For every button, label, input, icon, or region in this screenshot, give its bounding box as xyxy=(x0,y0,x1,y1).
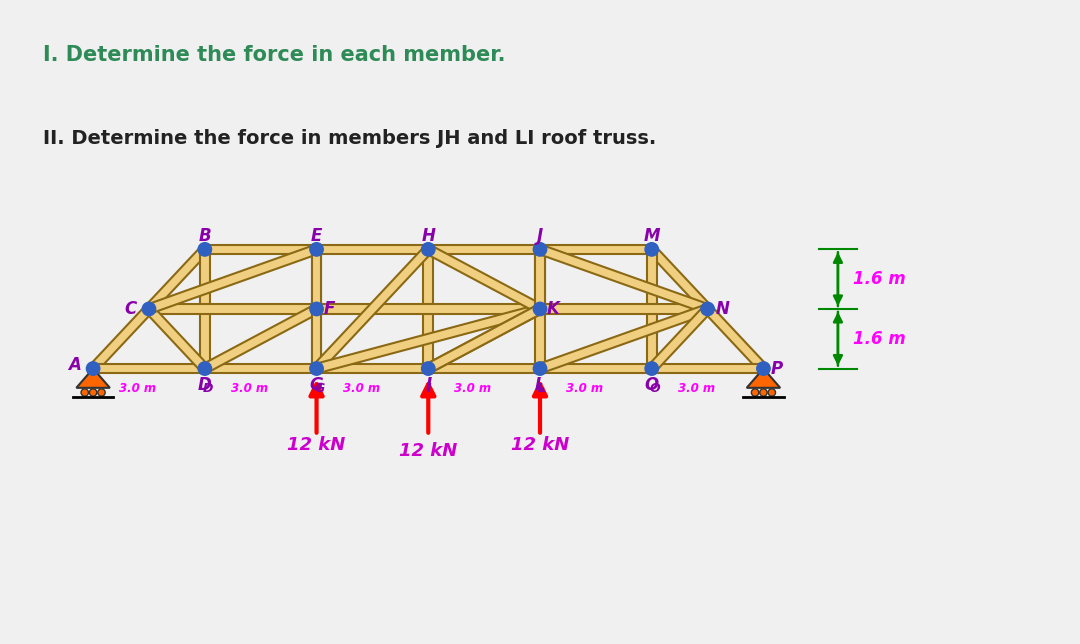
Polygon shape xyxy=(540,364,651,374)
Polygon shape xyxy=(647,249,657,368)
Polygon shape xyxy=(536,249,544,309)
Text: 3.0 m: 3.0 m xyxy=(231,382,268,395)
Circle shape xyxy=(645,243,659,256)
Circle shape xyxy=(534,362,546,375)
Polygon shape xyxy=(205,245,316,254)
Text: 3.0 m: 3.0 m xyxy=(566,382,604,395)
Text: 1.6 m: 1.6 m xyxy=(853,270,905,288)
Circle shape xyxy=(421,243,435,256)
Polygon shape xyxy=(90,306,152,372)
Polygon shape xyxy=(312,249,322,368)
Polygon shape xyxy=(429,364,540,374)
Circle shape xyxy=(143,302,156,316)
Polygon shape xyxy=(203,305,319,373)
Polygon shape xyxy=(423,249,433,368)
Circle shape xyxy=(759,389,767,396)
Text: 1.6 m: 1.6 m xyxy=(853,330,905,348)
Polygon shape xyxy=(746,368,780,388)
Polygon shape xyxy=(538,305,710,373)
Text: D: D xyxy=(198,376,212,394)
Polygon shape xyxy=(540,245,651,254)
Text: A: A xyxy=(68,356,81,374)
Text: L: L xyxy=(538,382,546,395)
Polygon shape xyxy=(426,245,542,313)
Text: H: H xyxy=(421,227,435,245)
Text: I: I xyxy=(427,382,431,395)
Circle shape xyxy=(310,362,323,375)
Polygon shape xyxy=(312,249,322,309)
Circle shape xyxy=(198,362,212,375)
Circle shape xyxy=(752,389,759,396)
Circle shape xyxy=(86,362,99,375)
Polygon shape xyxy=(648,246,711,312)
Text: E: E xyxy=(311,227,322,245)
Polygon shape xyxy=(77,368,110,388)
Circle shape xyxy=(645,362,659,375)
Text: F: F xyxy=(324,300,335,318)
Polygon shape xyxy=(315,304,541,374)
Text: P: P xyxy=(770,359,783,377)
Text: 12 kN: 12 kN xyxy=(511,437,569,455)
Text: G: G xyxy=(310,376,323,394)
Text: N: N xyxy=(716,300,729,318)
Text: 3.0 m: 3.0 m xyxy=(455,382,491,395)
Polygon shape xyxy=(316,245,429,254)
Text: O: O xyxy=(645,376,659,394)
Polygon shape xyxy=(426,305,542,373)
Text: II. Determine the force in members JH and LI roof truss.: II. Determine the force in members JH an… xyxy=(43,129,657,148)
Circle shape xyxy=(768,389,775,396)
Text: L: L xyxy=(535,376,545,394)
Polygon shape xyxy=(205,364,316,374)
Text: 3.0 m: 3.0 m xyxy=(678,382,715,395)
Text: 3.0 m: 3.0 m xyxy=(119,382,157,395)
Polygon shape xyxy=(147,245,319,314)
Circle shape xyxy=(81,389,89,396)
Circle shape xyxy=(90,389,97,396)
Polygon shape xyxy=(93,364,205,374)
Circle shape xyxy=(534,302,546,316)
Circle shape xyxy=(310,302,323,316)
Circle shape xyxy=(534,243,546,256)
Text: O: O xyxy=(650,382,661,395)
Circle shape xyxy=(198,243,212,256)
Text: 3.0 m: 3.0 m xyxy=(342,382,380,395)
Circle shape xyxy=(98,389,105,396)
Text: B: B xyxy=(199,227,212,245)
Polygon shape xyxy=(146,246,208,312)
Circle shape xyxy=(421,362,435,375)
Polygon shape xyxy=(536,249,544,368)
Polygon shape xyxy=(704,306,767,372)
Circle shape xyxy=(310,243,323,256)
Polygon shape xyxy=(316,304,540,314)
Polygon shape xyxy=(426,305,542,373)
Text: D: D xyxy=(203,382,214,395)
Polygon shape xyxy=(146,306,208,372)
Polygon shape xyxy=(429,245,540,254)
Polygon shape xyxy=(540,304,707,314)
Polygon shape xyxy=(313,246,432,372)
Text: K: K xyxy=(546,300,559,318)
Text: M: M xyxy=(644,227,660,245)
Text: I. Determine the force in each member.: I. Determine the force in each member. xyxy=(43,45,505,65)
Polygon shape xyxy=(200,249,210,368)
Text: J: J xyxy=(537,227,543,245)
Text: 12 kN: 12 kN xyxy=(287,437,346,455)
Text: C: C xyxy=(124,300,136,318)
Polygon shape xyxy=(316,364,429,374)
Text: G: G xyxy=(314,382,325,395)
Polygon shape xyxy=(651,364,764,374)
Text: I: I xyxy=(426,376,431,394)
Polygon shape xyxy=(538,245,710,314)
Circle shape xyxy=(701,302,714,316)
Polygon shape xyxy=(149,304,316,314)
Text: 12 kN: 12 kN xyxy=(400,442,458,460)
Polygon shape xyxy=(648,306,711,372)
Circle shape xyxy=(757,362,770,375)
Polygon shape xyxy=(312,309,322,368)
